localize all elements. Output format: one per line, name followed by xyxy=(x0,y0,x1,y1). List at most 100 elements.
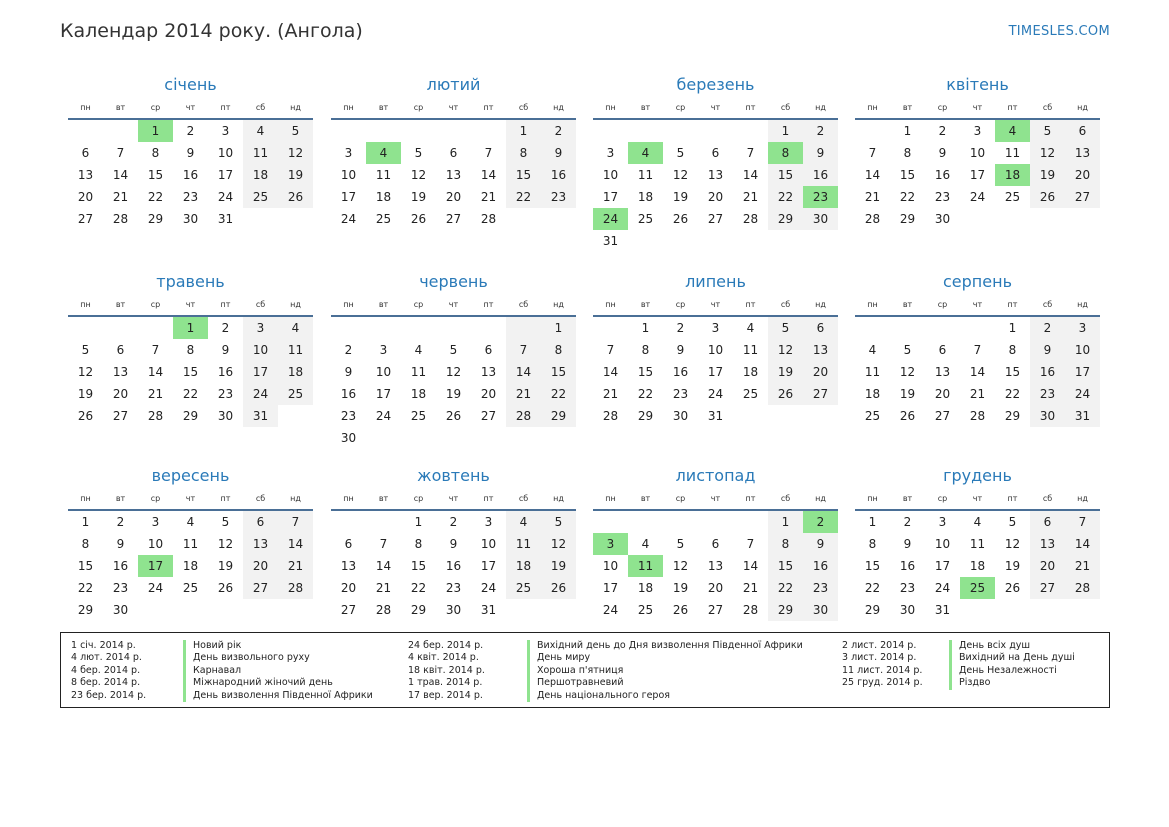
day-cell: 4 xyxy=(414,343,423,357)
day-cell: 21 xyxy=(147,387,164,401)
day-cell: 12 xyxy=(541,533,576,555)
month-11: листопад пн вт ср чт пт сб нд 1 2 3 4 5 6 7 8 9 10 11 12 13 1… xyxy=(593,465,838,621)
divider xyxy=(855,509,1100,511)
day-cell: 6 xyxy=(1030,511,1065,533)
day-cell: 29 xyxy=(77,603,94,617)
empty-day xyxy=(960,317,995,339)
empty-day xyxy=(471,120,506,142)
day-cell: 22 xyxy=(637,387,654,401)
weekday-label: вт xyxy=(902,300,913,309)
legend-row: 2 лист. 2014 р. День всіх душ xyxy=(61,640,1101,653)
empty-day xyxy=(628,511,663,533)
day-cell: 26 xyxy=(445,409,462,423)
day-cell: 5 xyxy=(449,343,458,357)
weekday-label: нд xyxy=(815,103,826,112)
day-cell: 13 xyxy=(340,559,357,573)
weekday-label: сб xyxy=(1042,300,1053,309)
day-cell: 30 xyxy=(217,409,234,423)
legend-row: 4 бер. 2014 р. Карнавал xyxy=(61,664,1101,678)
weekday-label: нд xyxy=(290,300,301,309)
holiday-day: 4 xyxy=(366,142,401,164)
divider xyxy=(331,509,576,511)
day-cell: 19 xyxy=(1004,559,1021,573)
day-cell: 7 xyxy=(973,343,982,357)
day-cell: 11 xyxy=(742,343,759,357)
month-name: березень xyxy=(676,75,755,94)
day-cell: 13 xyxy=(480,365,497,379)
weekday-label: ср xyxy=(675,300,686,309)
day-cell: 8 xyxy=(506,142,541,164)
days-grid: 1 2 3 4 5 6 7 8 9 10 11 12 13 14 15 16 17 18 19 20 21 22 23 24 2… xyxy=(68,120,313,230)
day-cell: 4 xyxy=(186,515,195,529)
day-cell: 10 xyxy=(602,559,619,573)
day-cell: 14 xyxy=(375,559,392,573)
day-cell: 18 xyxy=(864,387,881,401)
day-cell: 17 xyxy=(602,190,619,204)
day-cell: 19 xyxy=(672,581,689,595)
day-cell: 26 xyxy=(1030,186,1065,208)
day-cell: 18 xyxy=(969,559,986,573)
day-cell: 23 xyxy=(803,577,838,599)
weekday-label: пн xyxy=(343,103,354,112)
day-cell: 11 xyxy=(969,537,986,551)
day-cell: 9 xyxy=(903,537,912,551)
legend-column: 1 січ. 2014 р. Новий рік 4 лют. 2014 р. Ден… xyxy=(61,640,1101,702)
day-cell: 12 xyxy=(278,142,313,164)
day-cell: 29 xyxy=(182,409,199,423)
empty-day xyxy=(925,317,960,339)
days-grid: 1 2 3 4 5 6 7 8 9 10 11 12 13 14 15 16 17 18 19 20 21 22 23 24 2… xyxy=(68,511,313,621)
month-5: травень пн вт ср чт пт сб нд 1 2 3 4 5 6 7 8 9 10 11 12 13 14… xyxy=(68,271,313,427)
month-3: березень пн вт ср чт пт сб нд 1 2 3 4 5 6 7 8 9 10 11 12 13 1… xyxy=(593,74,838,252)
month-name: травень xyxy=(156,272,225,291)
day-cell: 19 xyxy=(672,190,689,204)
day-cell: 28 xyxy=(1065,577,1100,599)
weekday-label: нд xyxy=(815,300,826,309)
day-cell: 27 xyxy=(112,409,129,423)
weekday-label: пт xyxy=(745,103,756,112)
weekday-label: пт xyxy=(1007,494,1018,503)
day-cell: 8 xyxy=(903,146,912,160)
day-cell: 11 xyxy=(375,168,392,182)
day-cell: 1 xyxy=(641,321,650,335)
day-cell: 6 xyxy=(344,537,353,551)
day-cell: 30 xyxy=(672,409,689,423)
day-cell: 12 xyxy=(672,559,689,573)
holiday-date: 4 бер. 2014 р. xyxy=(71,664,141,676)
weekday-label: нд xyxy=(1077,300,1088,309)
month-10: жовтень пн вт ср чт пт сб нд 1 2 3 4 5 6 7 8 9 10 11 12 13 14… xyxy=(331,465,576,621)
weekday-header: пн вт ср чт пт сб нд xyxy=(68,491,313,507)
day-cell: 18 xyxy=(637,581,654,595)
day-cell: 2 xyxy=(541,120,576,142)
weekday-header: пн вт ср чт пт сб нд xyxy=(331,100,576,116)
holiday-date: 24 бер. 2014 р. xyxy=(408,640,484,651)
day-cell: 30 xyxy=(934,212,951,226)
day-cell: 18 xyxy=(375,190,392,204)
day-cell: 2 xyxy=(903,515,912,529)
day-cell: 23 xyxy=(541,186,576,208)
day-cell: 19 xyxy=(410,190,427,204)
day-cell: 26 xyxy=(541,577,576,599)
day-cell: 2 xyxy=(676,321,685,335)
day-cell: 6 xyxy=(803,317,838,339)
divider xyxy=(593,509,838,511)
day-cell: 9 xyxy=(116,537,125,551)
legend-row: 18 квіт. 2014 р. Хороша п'ятниця xyxy=(61,664,1101,678)
day-cell: 5 xyxy=(676,537,685,551)
weekday-label: чт xyxy=(185,103,196,112)
day-cell: 21 xyxy=(864,190,881,204)
empty-day xyxy=(733,120,768,142)
day-cell: 27 xyxy=(243,577,278,599)
day-cell: 30 xyxy=(803,208,838,230)
holiday-day: 23 xyxy=(803,186,838,208)
day-cell: 15 xyxy=(1004,365,1021,379)
day-cell: 3 xyxy=(938,515,947,529)
day-cell: 22 xyxy=(899,190,916,204)
day-cell: 25 xyxy=(637,603,654,617)
weekday-label: пн xyxy=(80,300,91,309)
site-link[interactable]: TIMESLES.COM xyxy=(1008,24,1110,39)
empty-day xyxy=(436,120,471,142)
divider xyxy=(593,315,838,317)
month-name: вересень xyxy=(151,466,230,485)
day-cell: 21 xyxy=(742,190,759,204)
day-cell: 22 xyxy=(147,190,164,204)
